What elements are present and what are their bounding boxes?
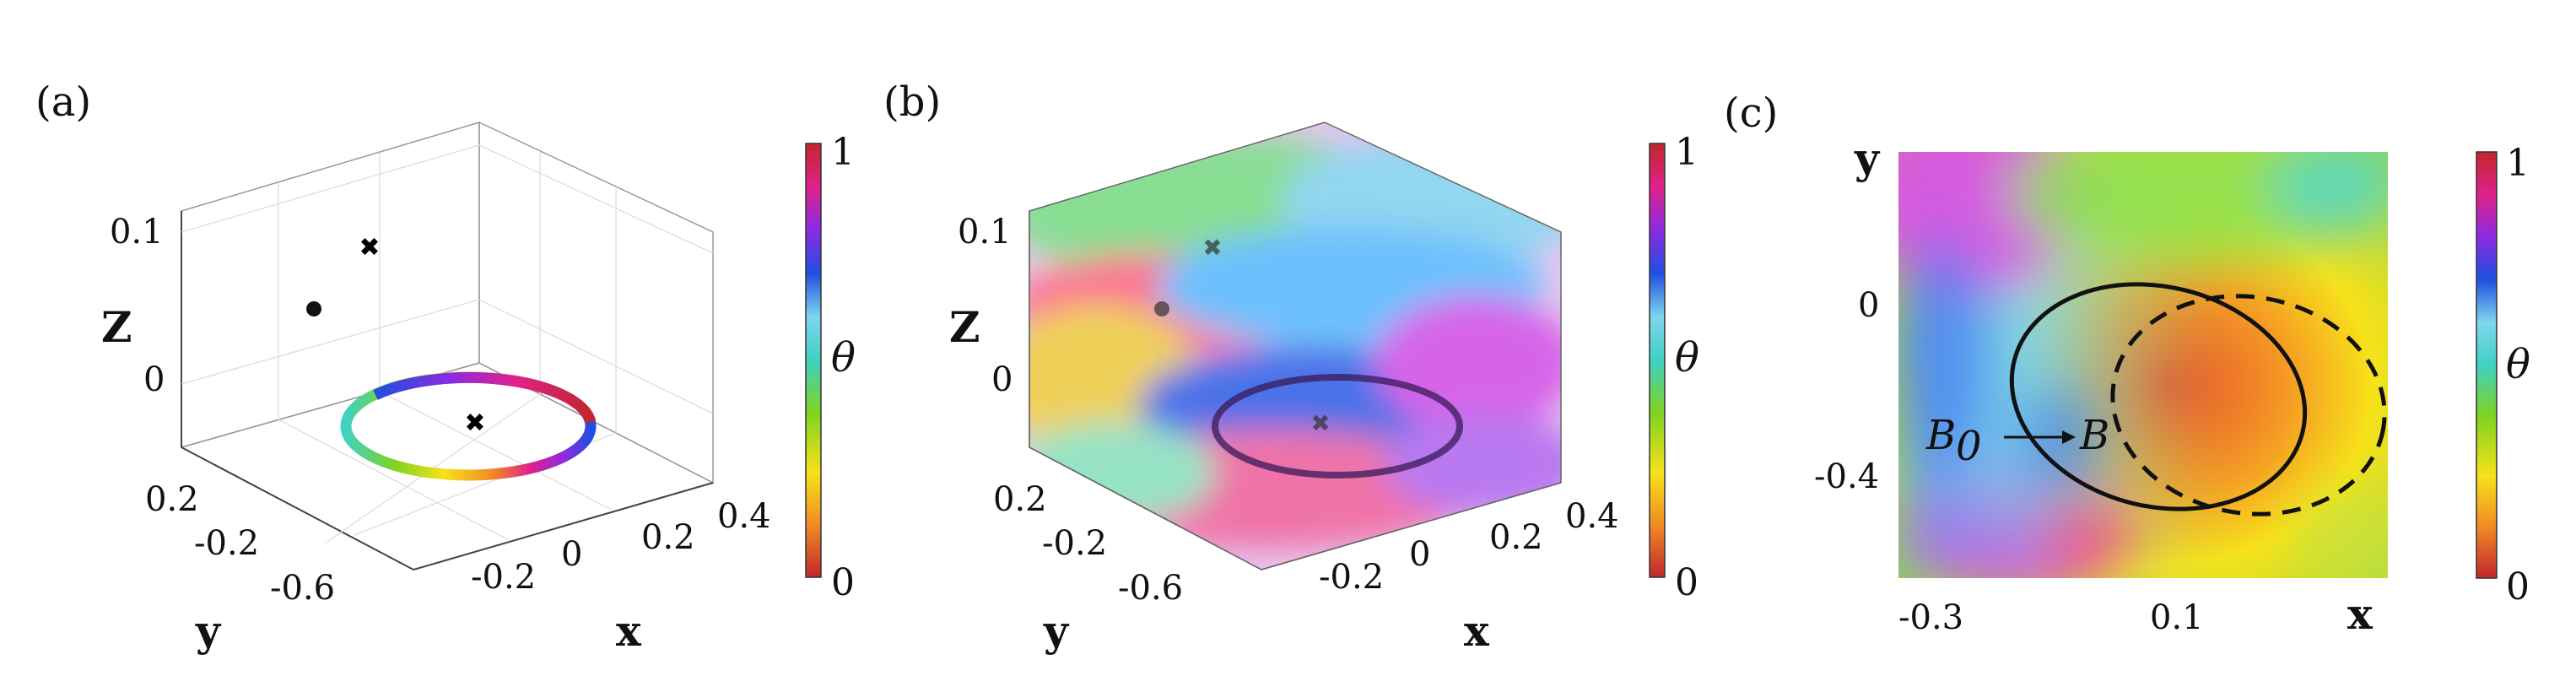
panel-b-ylabel: y [1043, 606, 1070, 656]
panel-b-x-marker-upper: ✖ [1202, 234, 1222, 262]
panel-b-volume-render [1029, 122, 1561, 570]
panel-c-ytick-neg0.4: -0.4 [1814, 457, 1879, 496]
panel-b-ytick-0.2: 0.2 [993, 480, 1047, 519]
panel-a-ytick-0.2: 0.2 [145, 480, 199, 519]
panel-b-xtick-0.4: 0.4 [1565, 497, 1619, 536]
panel-b-axes-box [1029, 122, 1562, 571]
panel-a-x-marker-center: ✖ [464, 408, 485, 438]
panel-b-xtick-0.2: 0.2 [1489, 518, 1543, 557]
panel-a-colorbar-min: 0 [831, 561, 855, 604]
panel-c-dashed-ellipse [2110, 294, 2387, 516]
panel-c-colorbar-min: 0 [2506, 565, 2530, 608]
panel-a-xtick-0.2: 0.2 [641, 518, 695, 557]
panel-a-ztick-0: 0 [143, 360, 165, 399]
panel-b-colorbar-max: 1 [1675, 131, 1698, 174]
panel-b-xtick-neg0.2: -0.2 [1319, 558, 1384, 597]
panel-a: (a) [35, 78, 856, 656]
panel-b-ztick-0: 0 [991, 360, 1013, 399]
panel-b-ytick-neg0.2: -0.2 [1042, 524, 1107, 563]
panel-b-xtick-0: 0 [1409, 535, 1430, 574]
panel-b-colorbar-label: θ [1675, 334, 1699, 381]
panel-a-dot-marker [306, 301, 321, 316]
panel-c-solid-ellipse [2009, 282, 2308, 511]
panel-b-label: (b) [883, 78, 941, 126]
panel-a-colored-ring-top [373, 372, 597, 424]
panel-a-xtick-0: 0 [561, 535, 582, 574]
panel-a-ytick-neg0.6: -0.6 [270, 569, 335, 608]
panel-a-colorbar: 1 0 θ [805, 131, 856, 604]
panel-b-colorbar-min: 0 [1675, 561, 1698, 604]
panel-a-xlabel: x [616, 606, 642, 656]
panel-c-ytick-0: 0 [1858, 286, 1879, 325]
panel-c-xlabel: x [2347, 589, 2373, 639]
panel-c-colorbar: 1 0 θ [2476, 142, 2530, 608]
panel-a-xtick-0.4: 0.4 [717, 497, 771, 536]
panel-b-dot-marker [1154, 301, 1169, 316]
panel-c-b0-subscript: 0 [1956, 423, 1982, 470]
panel-a-colorbar-label: θ [831, 334, 856, 381]
panel-c-arrowhead [2062, 430, 2076, 444]
panel-a-label: (a) [35, 78, 91, 126]
panel-b-ytick-neg0.6: -0.6 [1118, 569, 1183, 608]
panel-c-b0-letter: B [1925, 412, 1956, 459]
panel-a-ztick-0.1: 0.1 [110, 213, 164, 251]
panel-c-label: (c) [1724, 89, 1778, 137]
panel-a-axes-box [179, 121, 716, 571]
panel-c-colorbar-label: θ [2506, 341, 2530, 388]
panel-a-ytick-neg0.2: -0.2 [194, 524, 259, 563]
panel-c: (c) B 0 B [1724, 89, 2530, 639]
panel-c-annotation-b: B [2079, 412, 2109, 459]
panel-b-colorbar: 1 0 θ [1649, 131, 1699, 604]
panel-c-ylabel: y [1854, 133, 1881, 183]
panel-a-xtick-neg0.2: -0.2 [471, 558, 536, 597]
panel-b-x-marker-center: ✖ [1310, 409, 1330, 437]
panel-c-annotation-b0: B 0 [1925, 412, 1982, 470]
panel-a-x-marker-upper: ✖ [359, 233, 380, 262]
panel-c-phase-field [1898, 152, 2388, 578]
panel-a-zlabel: Z [101, 302, 132, 352]
panel-a-colorbar-max: 1 [831, 131, 855, 174]
panel-b-zlabel: Z [949, 302, 980, 352]
panel-b-ztick-0.1: 0.1 [958, 213, 1012, 251]
panel-b-xlabel: x [1464, 606, 1490, 656]
panel-b-ring [1212, 374, 1463, 479]
panel-a-ylabel: y [195, 606, 222, 656]
panel-c-xtick-0.1: 0.1 [2150, 598, 2204, 637]
panel-c-xtick-neg0.3: -0.3 [1898, 598, 1963, 637]
panel-c-colorbar-max: 1 [2506, 142, 2530, 185]
panel-b: (b) 0.1 0 0.2 [883, 78, 1699, 656]
